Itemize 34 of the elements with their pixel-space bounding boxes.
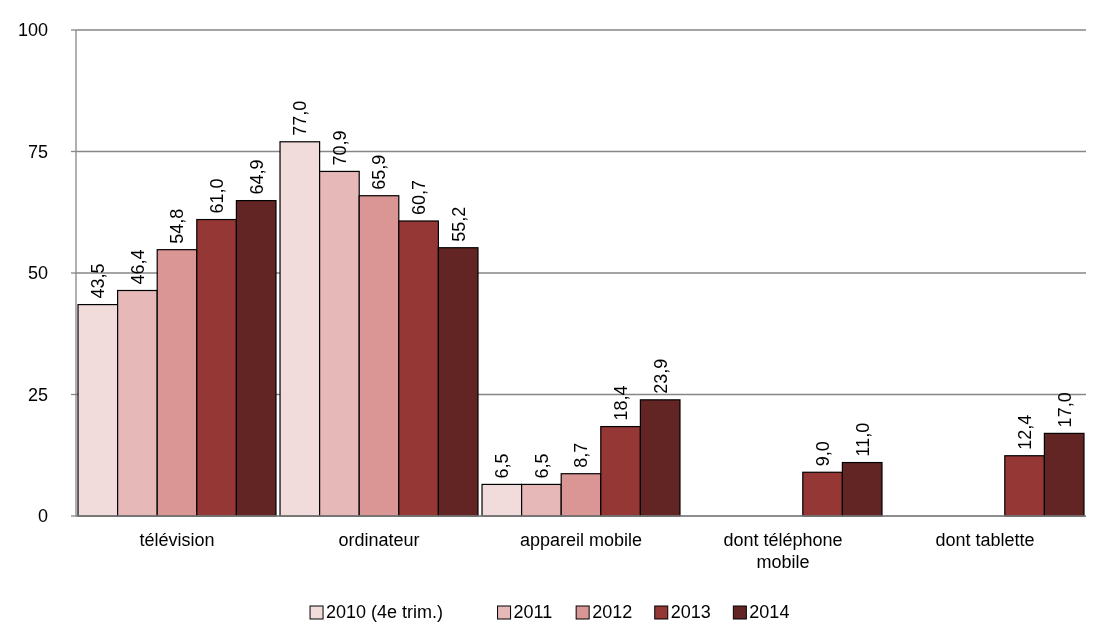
legend-label: 2012: [592, 602, 633, 622]
data-label: 77,0: [290, 100, 311, 136]
x-tick-label: appareil mobile: [519, 530, 643, 550]
data-label: 11,0: [852, 422, 873, 457]
y-tick-label: 75: [27, 141, 48, 162]
data-label: 12,4: [1015, 414, 1036, 450]
data-label: 8,7: [571, 442, 592, 468]
data-label: 6,5: [531, 453, 552, 479]
data-label: 70,9: [329, 130, 350, 166]
legend-label: 2013: [670, 602, 711, 622]
data-label: 55,2: [448, 206, 469, 242]
data-label: 18,4: [611, 385, 632, 421]
legend-label: 2014: [749, 602, 790, 622]
data-label: 6,5: [492, 453, 513, 479]
data-label: 17,0: [1054, 392, 1075, 428]
data-label: 65,9: [369, 154, 390, 190]
y-tick-label: 100: [17, 20, 48, 41]
data-label: 46,4: [127, 249, 148, 285]
data-label: 54,8: [167, 208, 188, 244]
data-label: 9,0: [813, 441, 834, 467]
legend-label: 2010 (4e trim.): [326, 602, 444, 622]
x-tick-label: dont téléphone mobile: [723, 530, 843, 572]
data-label: 61,0: [207, 178, 228, 214]
x-tick-label: dont tablette: [935, 530, 1035, 550]
data-label: 43,5: [88, 263, 109, 299]
x-tick-label: télévision: [139, 530, 215, 550]
legend-label: 2011: [513, 602, 553, 622]
y-tick-label: 0: [37, 506, 48, 527]
data-label: 64,9: [246, 159, 267, 195]
data-label: 23,9: [650, 358, 671, 394]
y-tick-label: 25: [27, 384, 48, 405]
x-tick-label: ordinateur: [338, 530, 420, 550]
y-tick-label: 50: [27, 263, 48, 284]
data-label: 60,7: [409, 179, 430, 215]
